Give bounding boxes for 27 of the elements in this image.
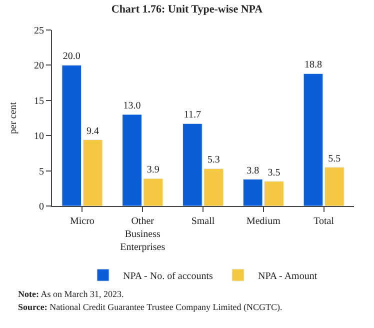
x-tick-label: Micro [70,216,94,227]
data-label: 9.4 [86,126,100,137]
legend-label: NPA - No. of accounts [123,270,214,282]
y-tick-label: 5 [39,166,44,178]
legend-label: NPA - Amount [258,270,318,282]
y-tick-label: 20 [34,60,44,72]
x-tick-label: Total [314,216,334,227]
chart-title: Chart 1.76: Unit Type-wise NPA [111,4,263,16]
y-axis-title: per cent [8,102,19,134]
y-tick-label: 0 [39,202,44,212]
data-label: 13.0 [123,100,141,112]
y-tick-label: 10 [34,131,44,142]
data-label: 5.3 [207,154,220,166]
x-tick-label: Other Business Enterprises [120,216,166,253]
data-label: 3.9 [146,164,160,176]
data-label: 20.0 [62,51,80,62]
data-label: 3.5 [268,167,280,178]
data-label: 5.5 [328,153,341,164]
data-label: 18.8 [304,60,322,71]
data-label: 11.7 [184,110,201,121]
data-label: 3.8 [246,165,260,176]
y-tick-label: 25 [34,26,44,36]
y-tick-label: 15 [34,96,44,107]
source-note: Source: National Credit Guarantee Trustee Company Limited (NCGTC). [18,302,282,312]
text: Note: As on March 31, 2023. [18,289,124,299]
x-tick-label: Medium [246,216,281,227]
x-tick-label: Small [191,216,215,227]
